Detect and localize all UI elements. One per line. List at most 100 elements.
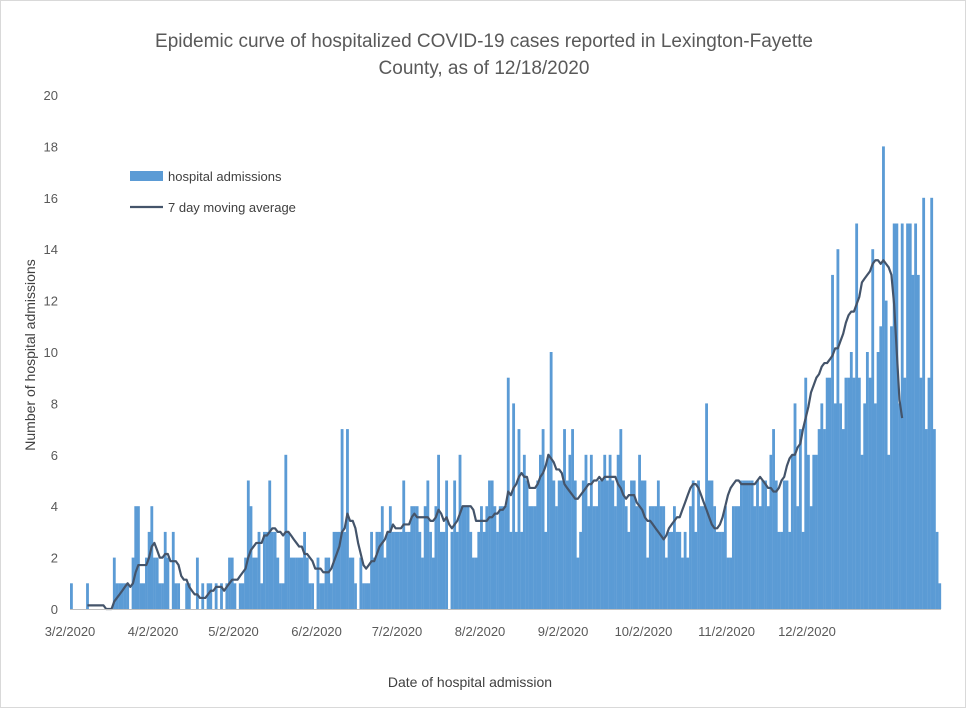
bar [383, 557, 387, 609]
bar [571, 429, 574, 609]
bar [713, 506, 717, 609]
y-tick-label: 20 [44, 88, 58, 103]
x-tick-label: 7/2/2020 [372, 624, 423, 639]
bar [573, 480, 577, 609]
bar [547, 454, 550, 609]
bar [536, 480, 540, 609]
bar [338, 531, 341, 609]
bar [705, 403, 708, 609]
bar [118, 583, 122, 609]
bar [166, 557, 170, 609]
bar [134, 506, 138, 609]
bar [233, 583, 237, 609]
bar [195, 557, 199, 609]
bar [126, 583, 130, 609]
bar [777, 531, 781, 609]
bar [86, 583, 89, 609]
bar [372, 557, 376, 609]
bar [525, 480, 529, 609]
bar [932, 429, 936, 609]
bar [123, 583, 127, 609]
bar [292, 557, 296, 609]
bar [903, 377, 907, 609]
bar [490, 480, 494, 609]
x-tick-label: 9/2/2020 [538, 624, 589, 639]
bar [919, 377, 923, 609]
bar [359, 557, 363, 609]
bar [260, 583, 264, 609]
bar [450, 531, 454, 609]
bar [823, 429, 826, 609]
bar [635, 506, 639, 609]
bar [463, 506, 467, 609]
bar [257, 531, 261, 609]
bar [772, 429, 775, 609]
bar [262, 531, 266, 609]
bar [748, 480, 751, 609]
bar [177, 583, 181, 609]
bar [185, 583, 189, 609]
bar [895, 223, 899, 609]
bar [699, 506, 703, 609]
bar [415, 506, 419, 609]
bar [279, 583, 282, 609]
bar [276, 557, 280, 609]
bar [890, 326, 893, 609]
bar [812, 454, 816, 609]
bar [305, 557, 309, 609]
bar [675, 531, 679, 609]
bar [726, 557, 730, 609]
bar [924, 429, 928, 609]
bar [608, 454, 612, 609]
bar [396, 531, 400, 609]
bar [407, 531, 411, 609]
bar [911, 274, 915, 609]
bar [616, 454, 620, 609]
bar [273, 531, 277, 609]
bar [884, 300, 888, 609]
bar [332, 531, 336, 609]
bar [405, 531, 408, 609]
bar [530, 506, 534, 609]
y-tick-label: 10 [44, 345, 58, 360]
bar [249, 506, 253, 609]
bar [147, 531, 151, 609]
bar [804, 377, 808, 609]
bar [673, 506, 676, 609]
bar [630, 480, 633, 609]
bar [646, 557, 650, 609]
bar [522, 454, 526, 609]
bar [472, 557, 475, 609]
bar [220, 583, 223, 609]
bar [938, 583, 942, 609]
bar [815, 454, 818, 609]
y-tick-label: 18 [44, 139, 58, 154]
bar [541, 429, 545, 609]
bar [887, 454, 891, 609]
bar [206, 583, 210, 609]
bar [689, 506, 692, 609]
bar [351, 557, 355, 609]
bar [421, 557, 424, 609]
bar [265, 531, 269, 609]
bar [892, 223, 896, 609]
bar [643, 480, 647, 609]
bar [855, 223, 859, 609]
bar [225, 583, 229, 609]
bar [230, 557, 234, 609]
bar [579, 531, 583, 609]
bar [316, 557, 320, 609]
bar [303, 531, 306, 609]
bar [691, 480, 695, 609]
bar [715, 531, 719, 609]
bar [281, 583, 285, 609]
bar [844, 377, 848, 609]
y-tick-label: 8 [51, 396, 58, 411]
bar [120, 583, 124, 609]
bar [466, 506, 470, 609]
x-axis-ticks: 3/2/2020 4/2/2020 5/2/2020 6/2/2020 7/2/2020… [45, 624, 836, 639]
bar [874, 403, 877, 609]
bar [707, 480, 711, 609]
bar [681, 557, 684, 609]
bar [809, 506, 813, 609]
